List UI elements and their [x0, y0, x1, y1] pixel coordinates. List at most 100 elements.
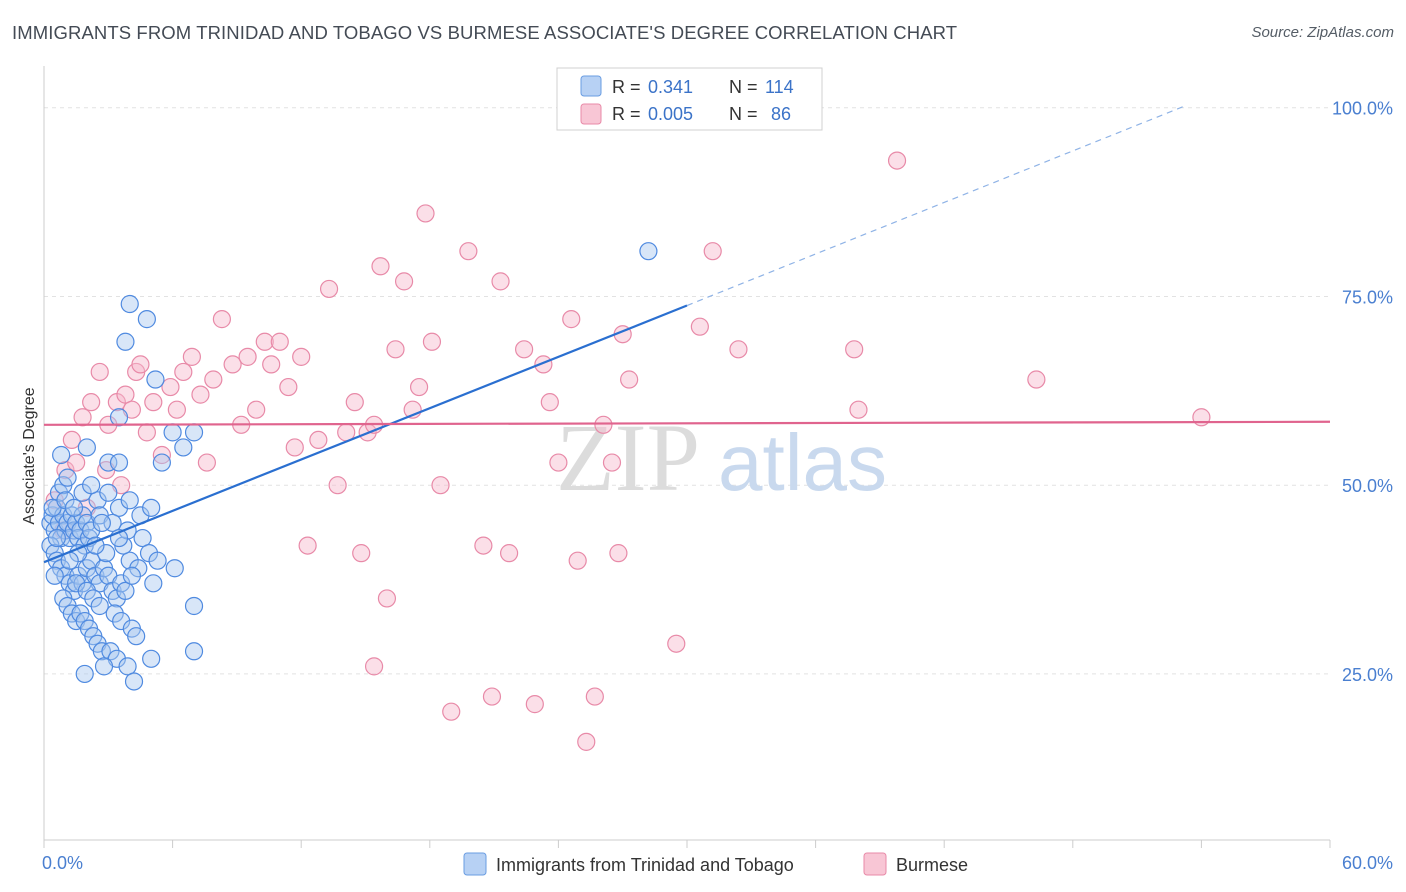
data-point-trinidad	[99, 453, 118, 472]
data-point-trinidad	[45, 566, 64, 585]
x-tick-labels: 0.0% 60.0%	[42, 853, 1393, 873]
data-point-burmese	[703, 242, 722, 261]
y-tick-labels: 25.0% 50.0% 75.0% 100.0%	[1332, 99, 1393, 685]
data-point-trinidad	[174, 438, 193, 457]
data-point-burmese	[1192, 408, 1211, 427]
data-point-trinidad	[127, 627, 146, 646]
y-tick-label: 100.0%	[1332, 99, 1393, 119]
data-point-burmese	[409, 377, 429, 397]
trend-line-burmese	[43, 420, 1331, 426]
legend-r-value-2: 0.005	[648, 104, 693, 124]
data-point-burmese	[620, 370, 639, 389]
bottom-legend-swatch-blue	[463, 852, 487, 876]
watermark: ZIP atlas	[556, 404, 887, 511]
data-point-trinidad	[146, 370, 165, 389]
data-point-trinidad	[94, 657, 114, 676]
data-point-burmese	[182, 347, 201, 366]
legend-n-label-2: N =	[729, 104, 758, 124]
data-point-burmese	[416, 204, 435, 223]
data-point-burmese	[422, 332, 442, 351]
data-point-burmese	[887, 151, 907, 170]
y-tick-label: 50.0%	[1342, 476, 1393, 496]
data-point-trinidad	[77, 438, 96, 457]
data-point-burmese	[161, 377, 180, 397]
data-point-trinidad	[82, 521, 101, 540]
data-point-burmese	[667, 634, 686, 653]
top-legend: R = 0.341 N = 114 R = 0.005 N = 86	[556, 67, 823, 131]
data-point-trinidad	[639, 242, 658, 261]
data-point-burmese	[285, 438, 304, 457]
data-point-burmese	[377, 589, 397, 608]
legend-swatch-blue	[580, 75, 602, 97]
data-point-trinidad	[109, 453, 129, 472]
data-point-burmese	[482, 687, 502, 706]
data-point-burmese	[594, 415, 613, 434]
data-point-burmese	[137, 423, 156, 442]
legend-n-label-1: N =	[729, 77, 758, 97]
data-point-trinidad	[120, 491, 139, 510]
chart-title: IMMIGRANTS FROM TRINIDAD AND TOBAGO VS B…	[12, 22, 958, 43]
bottom-legend-label-2: Burmese	[896, 855, 968, 875]
data-point-burmese	[690, 317, 709, 336]
data-point-trinidad	[64, 498, 84, 517]
data-point-trinidad	[148, 551, 167, 570]
data-point-burmese	[352, 544, 371, 563]
data-point-trinidad	[163, 423, 182, 442]
watermark-atlas: atlas	[718, 418, 887, 507]
legend-n-value-1: 114	[765, 77, 794, 97]
data-point-burmese	[525, 695, 544, 714]
data-point-trinidad	[118, 657, 137, 676]
data-point-burmese	[167, 400, 186, 419]
data-point-burmese	[90, 362, 109, 382]
data-point-burmese	[292, 347, 311, 366]
data-point-burmese	[62, 430, 81, 450]
data-point-trinidad	[142, 649, 161, 668]
trinidad-points	[41, 242, 658, 691]
legend-r-value-1: 0.341	[648, 77, 693, 97]
data-point-trinidad	[58, 468, 77, 487]
data-point-burmese	[67, 453, 86, 472]
bottom-legend: Immigrants from Trinidad and Tobago Burm…	[463, 852, 968, 876]
data-point-trinidad	[101, 642, 120, 661]
data-point-trinidad	[133, 528, 152, 548]
data-point-trinidad	[124, 672, 144, 691]
data-point-burmese	[279, 377, 298, 397]
data-point-trinidad	[184, 642, 204, 661]
data-point-trinidad	[103, 513, 122, 533]
data-point-trinidad	[144, 574, 163, 593]
data-point-burmese	[540, 393, 559, 412]
data-point-trinidad	[109, 408, 129, 427]
legend-r-label-2: R =	[612, 104, 641, 124]
grid-lines	[44, 107, 1330, 675]
data-point-trinidad	[88, 491, 107, 510]
data-point-burmese	[515, 340, 534, 359]
data-point-burmese	[191, 385, 210, 404]
data-point-burmese	[568, 551, 587, 570]
data-point-burmese	[474, 536, 493, 555]
data-point-burmese	[394, 272, 414, 291]
data-point-trinidad	[142, 498, 161, 517]
data-point-burmese	[247, 400, 266, 419]
data-point-burmese	[609, 544, 628, 563]
source-credit: Source: ZipAtlas.com	[1251, 24, 1394, 41]
data-point-burmese	[197, 453, 216, 472]
data-point-trinidad	[184, 596, 204, 616]
trend-line-trinidad-extension	[686, 105, 1185, 307]
data-point-trinidad	[67, 574, 86, 593]
data-point-burmese	[849, 400, 868, 419]
data-point-burmese	[131, 355, 150, 374]
data-point-trinidad	[116, 332, 135, 351]
data-point-trinidad	[120, 294, 139, 314]
data-point-burmese	[319, 279, 339, 299]
data-point-trinidad	[112, 611, 131, 631]
data-point-trinidad	[152, 453, 171, 472]
data-point-burmese	[729, 340, 748, 359]
data-point-burmese	[845, 340, 864, 359]
data-point-burmese	[364, 657, 384, 676]
data-point-trinidad	[99, 483, 118, 502]
data-point-trinidad	[116, 581, 135, 600]
data-point-burmese	[562, 310, 581, 329]
trend-line-trinidad	[43, 304, 688, 564]
data-point-burmese	[442, 702, 461, 721]
data-point-trinidad	[184, 423, 204, 442]
